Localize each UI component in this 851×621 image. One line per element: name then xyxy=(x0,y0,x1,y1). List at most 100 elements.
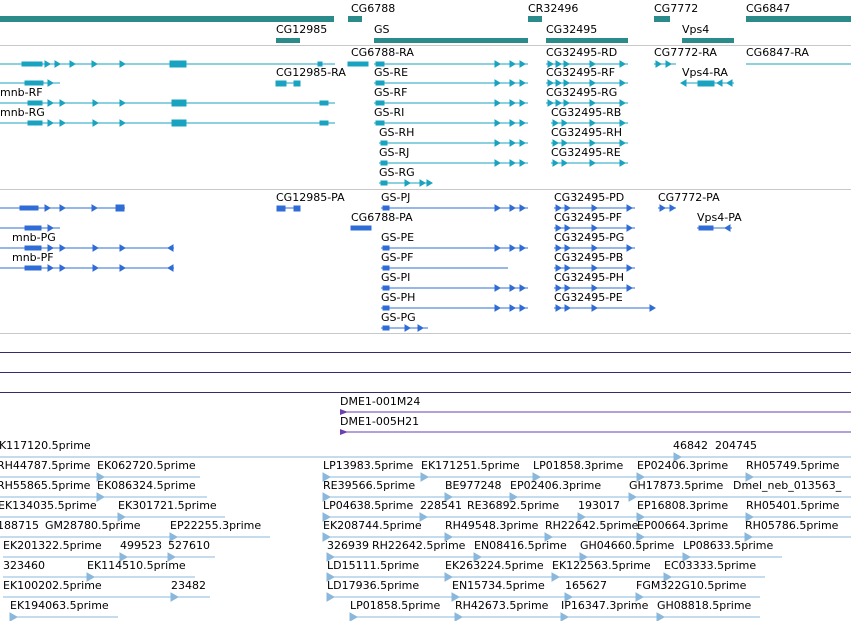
protein-label[interactable]: mnb-PF xyxy=(12,251,54,264)
est-label[interactable]: EK208744.5prime xyxy=(323,519,422,532)
est-label[interactable]: GH17873.5prime xyxy=(629,479,724,492)
est-label[interactable]: 204745 xyxy=(715,439,757,452)
transcript-label[interactable]: GS-RG xyxy=(379,166,415,179)
est-label[interactable]: EK086324.5prime xyxy=(97,479,196,492)
clone-label[interactable]: DME1-005H21 xyxy=(340,415,420,428)
transcript-label[interactable]: CG32495-RB xyxy=(551,106,622,119)
protein-label[interactable]: GS-PH xyxy=(381,291,416,304)
est-label[interactable]: EK134035.5prime xyxy=(0,499,97,512)
transcript-label[interactable]: CG6847-RA xyxy=(746,46,809,59)
protein-label[interactable]: CG12985-PA xyxy=(276,191,345,204)
est-label[interactable]: RH44787.5prime xyxy=(0,459,91,472)
protein-label[interactable]: GS-PJ xyxy=(381,191,411,204)
est-label[interactable]: GH04660.5prime xyxy=(580,539,675,552)
est-label[interactable]: GH08818.5prime xyxy=(657,599,752,612)
gene-label[interactable]: CG6788 xyxy=(351,2,396,15)
protein-label[interactable]: GS-PF xyxy=(381,251,414,264)
est-label[interactable]: RH55865.5prime xyxy=(0,479,91,492)
gene-label[interactable]: GS xyxy=(374,23,390,36)
transcript-label[interactable]: mnb-RG xyxy=(0,106,45,119)
transcript-label[interactable]: GS-RI xyxy=(374,106,405,119)
gene-bar[interactable] xyxy=(746,16,851,22)
gene-bar[interactable] xyxy=(348,16,362,22)
transcript-label[interactable]: CG32495-RD xyxy=(546,46,618,59)
protein-label[interactable]: CG7772-PA xyxy=(658,191,720,204)
est-label[interactable]: EP02406.3prime xyxy=(637,459,729,472)
est-label[interactable]: EK301721.5prime xyxy=(118,499,217,512)
est-label[interactable]: LP13983.5prime xyxy=(323,459,414,472)
protein-label[interactable]: CG32495-PD xyxy=(554,191,625,204)
est-label[interactable]: BE977248 xyxy=(445,479,502,492)
est-label[interactable]: RH49548.3prime xyxy=(445,519,539,532)
gene-bar[interactable] xyxy=(276,38,300,43)
est-label[interactable]: RE36892.5prime xyxy=(467,499,560,512)
gene-bar[interactable] xyxy=(654,16,670,22)
clone-label[interactable]: DME1-001M24 xyxy=(340,395,421,408)
est-label[interactable]: EK263224.5prime xyxy=(445,559,544,572)
gene-bar[interactable] xyxy=(546,38,628,43)
est-label[interactable]: 188715 xyxy=(0,519,39,532)
gene-label[interactable]: CG6847 xyxy=(746,2,791,15)
clone-glyph[interactable] xyxy=(0,408,851,416)
est-label[interactable]: 46842 xyxy=(673,439,708,452)
est-label[interactable]: 228541 xyxy=(420,499,462,512)
transcript-label[interactable]: CG32495-RG xyxy=(546,86,618,99)
transcript-label[interactable]: mnb-RF xyxy=(0,86,43,99)
protein-label[interactable]: CG32495-PH xyxy=(554,271,625,284)
est-label[interactable]: Dmel_neb_013563_ xyxy=(733,479,842,492)
est-label[interactable]: RE39566.5prime xyxy=(323,479,416,492)
est-label[interactable]: EK062720.5prime xyxy=(97,459,196,472)
gene-label[interactable]: CG7772 xyxy=(654,2,699,15)
est-label[interactable]: EK171251.5prime xyxy=(421,459,520,472)
protein-label[interactable]: CG6788-PA xyxy=(351,211,413,224)
transcript-label[interactable]: CG6788-RA xyxy=(351,46,414,59)
protein-label[interactable]: GS-PE xyxy=(381,231,415,244)
est-label[interactable]: RH05786.5prime xyxy=(745,519,839,532)
gene-bar[interactable] xyxy=(374,38,528,43)
gene-label[interactable]: CG32495 xyxy=(546,23,598,36)
est-label[interactable]: LP01858.3prime xyxy=(533,459,624,472)
est-label[interactable]: EK201322.5prime xyxy=(3,539,102,552)
est-label[interactable]: EK194063.5prime xyxy=(10,599,109,612)
est-label[interactable]: EP22255.3prime xyxy=(170,519,262,532)
transcript-label[interactable]: GS-RE xyxy=(374,66,409,79)
est-label[interactable]: LP08633.5prime xyxy=(683,539,774,552)
protein-label[interactable]: CG32495-PB xyxy=(554,251,624,264)
transcript-label[interactable]: CG32495-RH xyxy=(551,126,623,139)
transcript-label[interactable]: CG32495-RF xyxy=(546,66,616,79)
est-label[interactable]: LD17936.5prime xyxy=(327,579,420,592)
transcript-label[interactable]: CG32495-RE xyxy=(551,146,621,159)
gene-bar[interactable] xyxy=(528,16,542,22)
transcript-label[interactable]: GS-RJ xyxy=(379,146,410,159)
est-label[interactable]: RH22642.5prime xyxy=(545,519,639,532)
est-label[interactable]: LD15111.5prime xyxy=(327,559,420,572)
est-label[interactable]: 165627 xyxy=(565,579,607,592)
est-label[interactable]: 193017 xyxy=(578,499,620,512)
gene-bar-left[interactable] xyxy=(0,16,334,22)
est-label[interactable]: 326939 xyxy=(327,539,369,552)
est-label[interactable]: RH22642.5prime xyxy=(372,539,466,552)
est-label[interactable]: 23482 xyxy=(171,579,206,592)
transcript-label[interactable]: Vps4-RA xyxy=(682,66,728,79)
est-label[interactable]: IP16347.3prime xyxy=(561,599,649,612)
est-label[interactable]: EK117120.5prime xyxy=(0,439,91,452)
est-label[interactable]: 499523 xyxy=(120,539,162,552)
protein-label[interactable]: mnb-PG xyxy=(12,231,56,244)
est-label[interactable]: EN08416.5prime xyxy=(474,539,567,552)
est-label[interactable]: EN15734.5prime xyxy=(452,579,545,592)
protein-label[interactable]: CG32495-PF xyxy=(554,211,623,224)
transcript-label[interactable]: CG7772-RA xyxy=(654,46,717,59)
gene-bar[interactable] xyxy=(682,38,734,43)
gene-label[interactable]: CG12985 xyxy=(276,23,328,36)
clone-glyph[interactable] xyxy=(0,428,851,436)
protein-label[interactable]: Vps4-PA xyxy=(697,211,742,224)
est-label[interactable]: EP16808.3prime xyxy=(637,499,729,512)
transcript-label[interactable]: CG12985-RA xyxy=(276,66,346,79)
est-label[interactable]: 527610 xyxy=(168,539,210,552)
est-label[interactable]: EP02406.3prime xyxy=(510,479,602,492)
est-label[interactable]: LP04638.5prime xyxy=(323,499,414,512)
est-label[interactable]: 323460 xyxy=(3,559,45,572)
est-label[interactable]: RH05749.5prime xyxy=(746,459,840,472)
transcript-label[interactable]: GS-RF xyxy=(374,86,408,99)
protein-label[interactable]: GS-PI xyxy=(381,271,411,284)
